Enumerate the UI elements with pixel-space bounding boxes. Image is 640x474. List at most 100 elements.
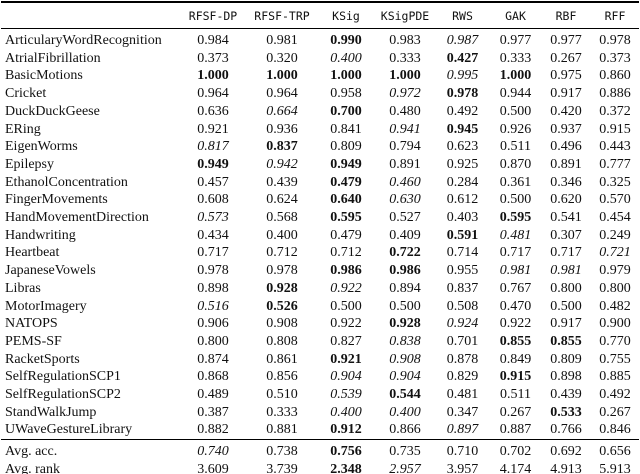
value-cell: 0.949 <box>330 156 362 172</box>
value-cell: 0.573 <box>197 210 229 226</box>
value-cell: 0.347 <box>446 404 479 420</box>
row-label-cell: Handwriting <box>5 227 76 243</box>
table-row: EthanolConcentration 0.457 0.439 0.479 0.460… <box>1 174 639 192</box>
value-cell: 0.900 <box>599 316 631 332</box>
value-cell: 0.917 <box>550 86 582 102</box>
row-label-cell: ArticularyWordRecognition <box>5 33 162 48</box>
row-label-cell: Avg. rank <box>5 461 60 474</box>
value-cell: 0.623 <box>446 139 479 155</box>
value-cell: 0.714 <box>446 245 479 261</box>
row-label-cell: FingerMovements <box>5 192 108 208</box>
value-cell: 0.721 <box>599 245 631 261</box>
summary-row: Avg. acc. 0.740 0.738 0.756 0.735 0.710 0.702 0… <box>1 439 639 461</box>
value-cell: 0.511 <box>500 387 531 403</box>
value-cell: 0.981 <box>266 33 298 48</box>
value-cell: 0.984 <box>197 33 229 48</box>
summary-row: Avg. rank 3.609 3.739 2.348 2.957 3.957 4.174 4… <box>1 461 639 474</box>
row-label-cell: BasicMotions <box>5 68 83 84</box>
value-cell: 0.986 <box>389 263 421 279</box>
value-cell: 0.881 <box>266 422 298 438</box>
row-label-cell: SelfRegulationSCP1 <box>5 369 121 385</box>
value-cell: 0.470 <box>499 298 532 314</box>
value-cell: 0.443 <box>599 139 631 155</box>
value-cell: 0.926 <box>499 121 532 137</box>
table-row: EigenWorms 0.817 0.837 0.809 0.794 0.623 0.511… <box>1 138 639 156</box>
value-cell: 0.990 <box>330 33 362 48</box>
value-cell: 0.942 <box>266 156 298 172</box>
value-cell: 0.595 <box>330 210 362 226</box>
table-row: SelfRegulationSCP2 0.489 0.510 0.539 0.544 0.… <box>1 386 639 404</box>
value-cell: 0.945 <box>446 121 479 137</box>
value-cell: 4.913 <box>550 461 582 474</box>
value-cell: 0.817 <box>197 139 229 155</box>
value-cell: 0.874 <box>197 351 229 367</box>
value-cell: 0.500 <box>499 103 532 119</box>
value-cell: 0.898 <box>197 280 229 296</box>
value-cell: 0.539 <box>330 387 362 403</box>
value-cell: 0.908 <box>389 351 421 367</box>
value-cell: 0.855 <box>550 333 582 349</box>
value-cell: 0.400 <box>389 404 421 420</box>
value-cell: 0.595 <box>499 210 532 226</box>
value-cell: 0.898 <box>550 369 582 385</box>
value-cell: 0.975 <box>550 68 582 84</box>
value-cell: 0.809 <box>330 139 362 155</box>
header-cell-gak: GAK <box>490 2 541 29</box>
value-cell: 0.692 <box>541 439 591 461</box>
value-cell: 0.740 <box>179 439 247 461</box>
value-cell: 0.533 <box>550 404 582 420</box>
value-cell: 0.717 <box>197 245 229 261</box>
value-cell: 0.400 <box>266 227 298 243</box>
value-cell: 0.915 <box>499 369 532 385</box>
value-cell: 0.249 <box>599 227 631 243</box>
value-cell: 0.492 <box>446 103 479 119</box>
value-cell: 0.320 <box>266 50 298 66</box>
row-label-cell: Avg. acc. <box>1 439 179 461</box>
value-cell: 0.500 <box>389 298 421 314</box>
value-cell: 0.479 <box>330 227 362 243</box>
value-cell: 0.457 <box>197 174 229 190</box>
table-row: FingerMovements 0.608 0.624 0.640 0.630 0.612… <box>1 191 639 209</box>
value-cell: 0.387 <box>197 404 229 420</box>
value-cell: 0.955 <box>446 263 479 279</box>
value-cell: 0.809 <box>550 351 582 367</box>
table-row: ArticularyWordRecognition 0.984 0.981 0.990… <box>1 29 639 50</box>
value-cell: 0.921 <box>330 351 362 367</box>
value-cell: 0.891 <box>389 156 421 172</box>
value-cell: 0.427 <box>446 50 479 66</box>
value-cell: 0.978 <box>197 263 229 279</box>
value-cell: 0.922 <box>499 316 532 332</box>
value-cell: 0.906 <box>197 316 229 332</box>
value-cell: 0.855 <box>499 333 532 349</box>
row-label-cell: SelfRegulationSCP2 <box>5 387 121 403</box>
value-cell: 0.612 <box>446 192 479 208</box>
row-label-cell: AtrialFibrillation <box>5 50 101 66</box>
value-cell: 0.897 <box>446 422 479 438</box>
value-cell: 0.908 <box>266 316 298 332</box>
value-cell: 0.777 <box>599 156 631 172</box>
value-cell: 0.511 <box>500 139 531 155</box>
table-row: HandMovementDirection 0.573 0.568 0.595 0.52… <box>1 209 639 227</box>
value-cell: 0.624 <box>266 192 298 208</box>
value-cell: 0.983 <box>389 33 421 48</box>
header-cell-ksig: KSig <box>317 2 375 29</box>
value-cell: 0.373 <box>197 50 229 66</box>
value-cell: 0.636 <box>197 103 229 119</box>
value-cell: 0.481 <box>499 227 532 243</box>
value-cell: 0.481 <box>446 387 479 403</box>
header-cell-rfsf-trp: RFSF-TRP <box>247 2 317 29</box>
value-cell: 0.372 <box>599 103 631 119</box>
value-cell: 0.949 <box>197 156 229 172</box>
table-row: Heartbeat 0.717 0.712 0.712 0.722 0.714 0.717 0… <box>1 244 639 262</box>
table-row: MotorImagery 0.516 0.526 0.500 0.500 0.508 0.4… <box>1 298 639 316</box>
value-cell: 0.767 <box>499 280 532 296</box>
value-cell: 0.924 <box>446 316 479 332</box>
value-cell: 0.978 <box>446 86 479 102</box>
value-cell: 0.710 <box>435 439 490 461</box>
value-cell: 0.979 <box>599 263 631 279</box>
value-cell: 0.868 <box>197 369 229 385</box>
value-cell: 0.439 <box>550 387 582 403</box>
row-label-cell: Cricket <box>5 86 47 102</box>
table-row: JapaneseVowels 0.978 0.978 0.986 0.986 0.955 0… <box>1 262 639 280</box>
